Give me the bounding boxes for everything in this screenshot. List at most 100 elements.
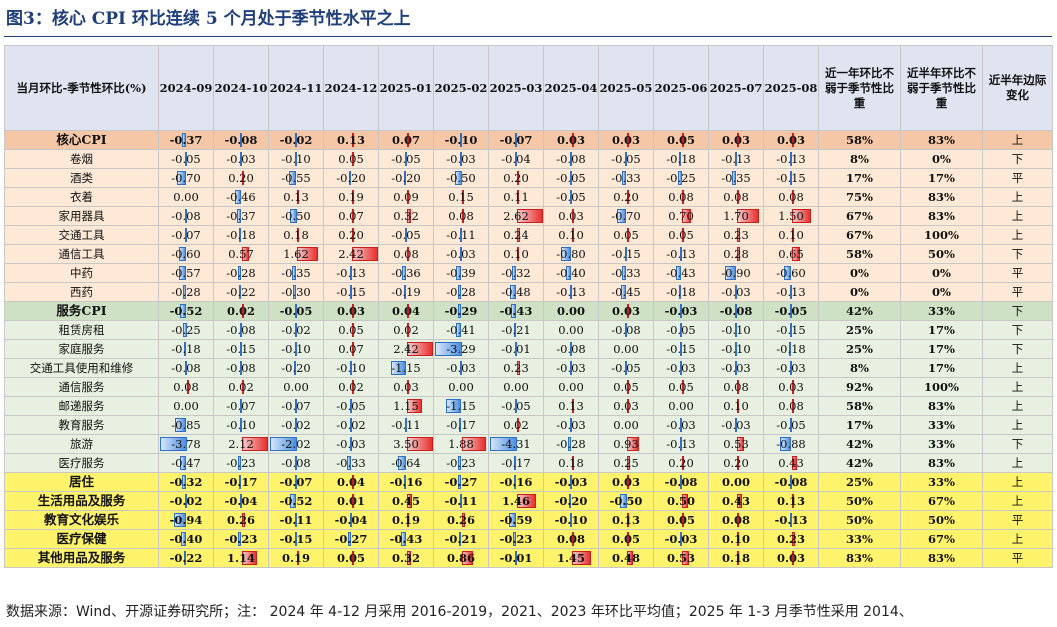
value-text: 0.20 (613, 190, 639, 204)
value-cell: -0.18 (213, 225, 269, 245)
negative-bar (435, 342, 462, 356)
negative-bar (294, 513, 297, 527)
negative-bar (456, 266, 462, 280)
value-cell: -0.59 (488, 510, 544, 530)
value-text: 0.48 (611, 551, 640, 565)
value-text: -0.07 (281, 399, 311, 413)
value-text: -0.11 (391, 418, 421, 432)
value-cell: -0.08 (158, 206, 214, 226)
value-cell: 0.08 (543, 529, 599, 549)
value-cell: 0.02 (213, 301, 269, 321)
value-cell: -0.16 (378, 472, 434, 492)
value-text: -0.13 (721, 152, 751, 166)
year-share-cell: 83% (818, 548, 901, 568)
positive-bar (241, 304, 244, 318)
negative-bar (239, 399, 242, 413)
negative-bar (734, 304, 737, 318)
value-text: -0.13 (666, 247, 696, 261)
table-row: 通信工具 -0.60 0.57 1.62 2.42 0.08 -0.03 0.10 -0.80 -… (4, 244, 1053, 264)
value-cell: -0.05 (378, 149, 434, 169)
value-text: -0.08 (226, 361, 256, 375)
value-cell: -0.03 (708, 358, 764, 378)
value-text: -0.05 (171, 152, 201, 166)
negative-bar (789, 475, 792, 489)
value-text: 0.13 (776, 494, 805, 508)
value-cell: -0.23 (488, 529, 544, 549)
value-cell: -0.13 (763, 149, 819, 169)
trend-cell: 上 (982, 130, 1053, 150)
value-text: -0.08 (281, 456, 311, 470)
value-cell: 0.00 (158, 396, 214, 416)
value-text: 0.03 (613, 399, 639, 413)
negative-bar (160, 437, 187, 451)
value-text: -0.22 (169, 551, 203, 565)
value-text: 0.03 (393, 380, 419, 394)
value-cell: -0.60 (158, 244, 214, 264)
value-cell: 1.62 (268, 244, 324, 264)
value-text: -0.21 (501, 323, 531, 337)
positive-bar (736, 399, 739, 413)
value-cell: 0.03 (378, 377, 434, 397)
positive-bar (351, 190, 355, 204)
value-text: -0.02 (336, 418, 366, 432)
value-text: -0.52 (169, 304, 203, 318)
value-text: 0.23 (723, 228, 749, 242)
value-cell: -0.05 (598, 149, 654, 169)
half-share-cell: 100% (900, 225, 983, 245)
half-share-cell: 33% (900, 434, 983, 454)
value-text: -0.33 (336, 456, 366, 470)
negative-bar (679, 323, 682, 337)
negative-bar (236, 209, 242, 223)
negative-bar (458, 532, 462, 546)
value-cell: 0.03 (763, 377, 819, 397)
value-text: 0.26 (226, 513, 255, 527)
negative-bar (456, 323, 462, 337)
value-cell: 0.04 (323, 472, 379, 492)
negative-bar (459, 152, 462, 166)
value-cell: -0.29 (433, 301, 489, 321)
value-cell: 0.02 (213, 377, 269, 397)
positive-bar (681, 551, 689, 565)
value-text: -0.70 (611, 209, 641, 223)
value-text: -0.03 (554, 475, 588, 489)
half-share-cell: 17% (900, 320, 983, 340)
value-text: -0.17 (224, 475, 258, 489)
value-cell: 0.20 (653, 453, 709, 473)
positive-bar (736, 133, 739, 147)
negative-bar (184, 342, 187, 356)
value-cell: -0.17 (213, 472, 269, 492)
value-cell: 0.10 (708, 396, 764, 416)
value-cell: 0.05 (323, 149, 379, 169)
value-cell: -0.11 (433, 225, 489, 245)
negative-bar (235, 190, 242, 204)
positive-bar (571, 133, 574, 147)
negative-bar (181, 133, 187, 147)
value-cell: -0.15 (213, 339, 269, 359)
positive-bar (516, 228, 520, 242)
row-label: 邮递服务 (4, 396, 159, 416)
figure-title: 图3：核心 CPI 环比连续 5 个月处于季节性水平之上 (6, 9, 411, 29)
half-share-cell: 17% (900, 339, 983, 359)
value-text: -0.32 (501, 266, 531, 280)
value-text: -0.20 (336, 171, 366, 185)
value-cell: -0.11 (433, 491, 489, 511)
value-text: 1.14 (226, 551, 255, 565)
value-cell: 0.13 (543, 396, 599, 416)
negative-bar (459, 418, 462, 432)
half-share-cell: 50% (900, 244, 983, 264)
value-cell: -0.27 (323, 529, 379, 549)
table-row: 教育文化娱乐 -0.94 0.26 -0.11 -0.04 0.19 0.26 -0.59 -0… (4, 510, 1053, 530)
value-text: 0.05 (338, 152, 364, 166)
half-share-cell: 0% (900, 282, 983, 302)
value-cell: -0.03 (653, 301, 709, 321)
negative-bar (349, 418, 352, 432)
value-text: -0.35 (721, 171, 751, 185)
negative-bar (293, 361, 297, 375)
negative-bar (238, 532, 242, 546)
negative-bar (510, 304, 517, 318)
table-row: 交通工具 -0.07 -0.18 0.18 0.20 -0.05 -0.11 0.24 0.10… (4, 225, 1053, 245)
trend-cell: 上 (982, 453, 1053, 473)
value-cell: -0.60 (763, 263, 819, 283)
value-cell: 0.08 (653, 187, 709, 207)
value-text: 0.08 (173, 380, 199, 394)
